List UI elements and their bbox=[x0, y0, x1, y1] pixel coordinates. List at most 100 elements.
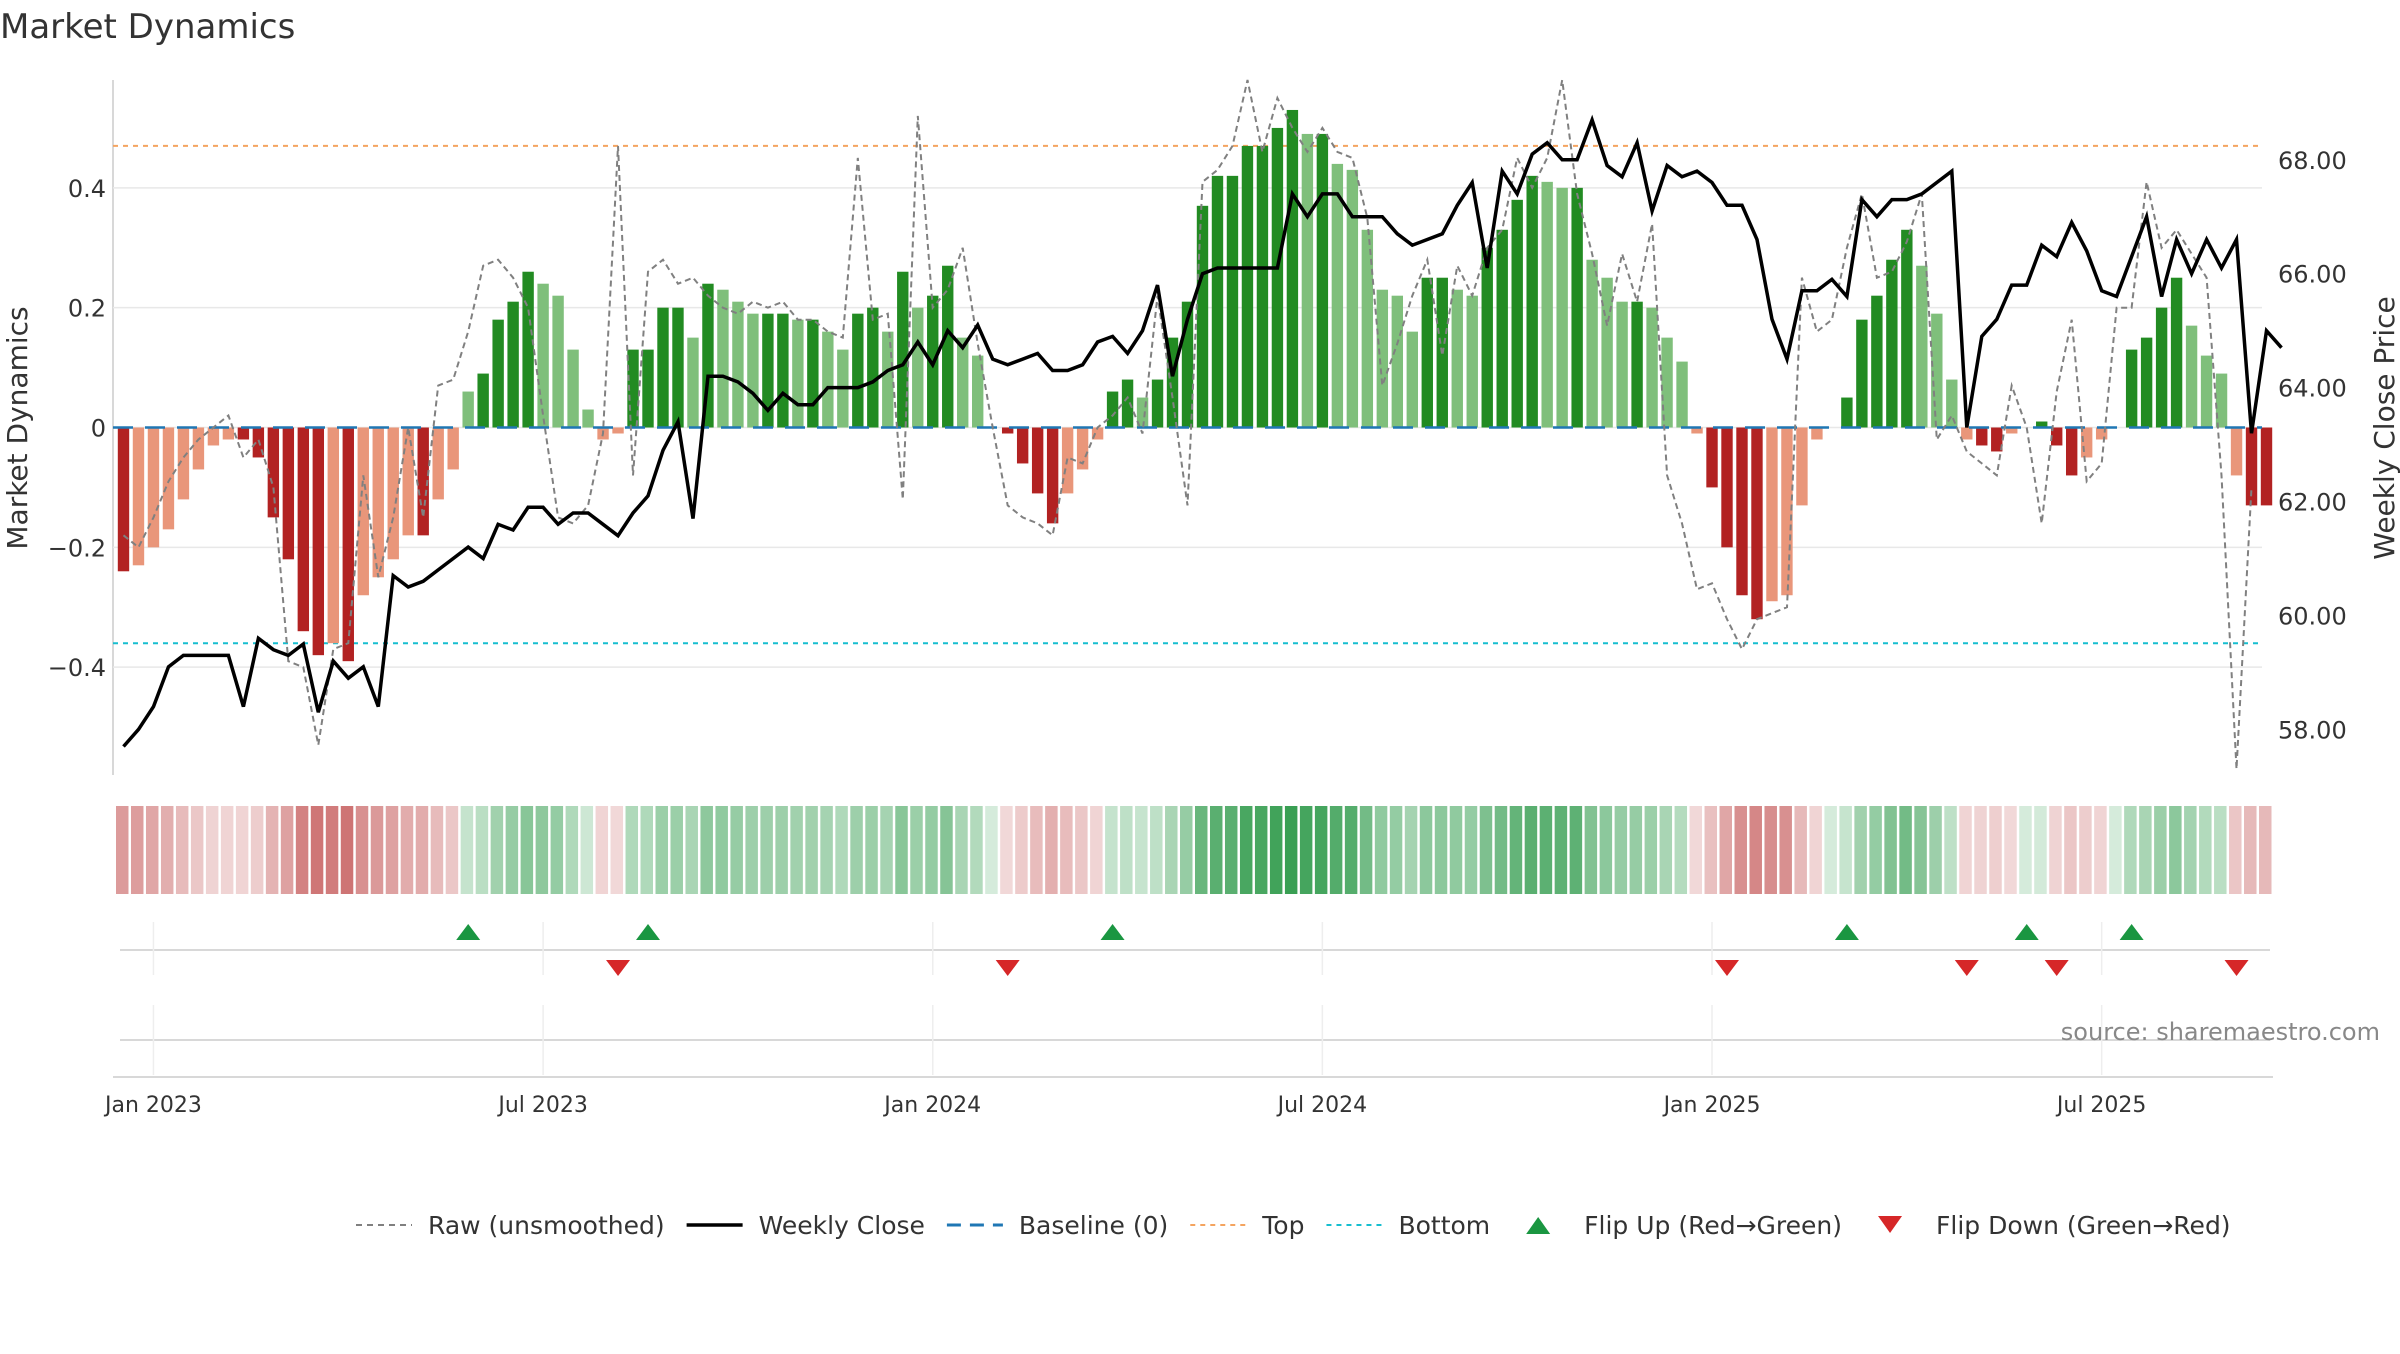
bar bbox=[522, 271, 534, 428]
left-tick-label: −0.2 bbox=[48, 534, 106, 562]
heat-cell bbox=[2124, 806, 2137, 894]
bar bbox=[2245, 427, 2258, 506]
bar bbox=[957, 337, 969, 428]
bar bbox=[372, 427, 384, 578]
heat-cell bbox=[1854, 806, 1867, 894]
bar bbox=[1301, 133, 1314, 428]
heat-cell bbox=[1135, 806, 1148, 894]
bar bbox=[897, 271, 909, 428]
heat-cell bbox=[2229, 806, 2242, 894]
bar bbox=[1376, 289, 1389, 428]
bar bbox=[1046, 427, 1059, 524]
bar bbox=[1556, 187, 1568, 428]
heat-cell bbox=[310, 806, 324, 894]
right-tick-label: 62.00 bbox=[2278, 489, 2347, 517]
heat-cell bbox=[910, 806, 923, 894]
x-tick-label: Jul 2024 bbox=[1276, 1093, 1368, 1118]
bar bbox=[2260, 427, 2273, 506]
legend-swatch bbox=[1878, 1216, 1903, 1233]
heat-cell bbox=[1734, 806, 1747, 894]
heat-cell bbox=[1374, 806, 1388, 894]
heat-cell bbox=[1464, 806, 1478, 894]
heat-cell bbox=[2064, 806, 2077, 894]
heat-cell bbox=[2259, 806, 2272, 894]
flip-down-marker bbox=[1954, 960, 1979, 976]
heat-cell bbox=[1884, 806, 1897, 894]
heat-cell bbox=[1165, 806, 1178, 894]
bar bbox=[1886, 259, 1898, 428]
heat-cell bbox=[685, 806, 698, 894]
heat-cell bbox=[595, 806, 609, 894]
bar bbox=[1016, 427, 1029, 464]
legend-label: Baseline (0) bbox=[1019, 1211, 1168, 1240]
bar bbox=[282, 427, 295, 560]
heat-cell bbox=[610, 806, 624, 894]
bar bbox=[1796, 427, 1808, 506]
bar bbox=[177, 427, 190, 500]
heat-cell bbox=[475, 806, 489, 894]
bar bbox=[1136, 397, 1149, 428]
bar bbox=[1781, 427, 1793, 596]
right-tick-labels: 58.00 60.00 62.00 64.00 66.00 68.00 bbox=[2278, 147, 2347, 745]
bar bbox=[1991, 427, 2003, 452]
flip-down-marker bbox=[995, 960, 1020, 976]
left-tick-label: 0.4 bbox=[68, 175, 106, 203]
legend-item: Flip Down (Green→Red) bbox=[1878, 1211, 2231, 1240]
bar bbox=[342, 427, 354, 662]
heat-cell bbox=[116, 806, 129, 894]
heat-cell bbox=[700, 806, 713, 894]
bar bbox=[747, 313, 759, 428]
heat-cell bbox=[1359, 806, 1373, 894]
bars-group bbox=[117, 109, 2273, 662]
bar bbox=[687, 337, 699, 428]
heat-cell bbox=[130, 806, 144, 894]
bar bbox=[162, 427, 175, 530]
bar bbox=[972, 355, 984, 428]
heat-cell bbox=[955, 806, 968, 894]
bar bbox=[1181, 301, 1194, 428]
bar bbox=[462, 391, 474, 428]
bar bbox=[1451, 289, 1463, 428]
bar bbox=[912, 307, 924, 428]
x-tick-label: Jul 2023 bbox=[496, 1093, 588, 1118]
heat-cell bbox=[1569, 806, 1583, 894]
heat-cell bbox=[1075, 806, 1088, 894]
bar bbox=[852, 313, 864, 428]
bar bbox=[1001, 427, 1014, 434]
left-tick-label: −0.4 bbox=[48, 654, 106, 682]
heat-cell bbox=[1195, 806, 1208, 894]
heat-cell bbox=[1419, 806, 1433, 894]
heat-cell bbox=[1224, 806, 1238, 894]
heat-cell bbox=[1899, 806, 1912, 894]
right-axis-label: Weekly Close Price bbox=[2368, 296, 2400, 559]
heat-cell bbox=[640, 806, 653, 894]
bar bbox=[357, 427, 369, 596]
bar bbox=[312, 427, 325, 656]
bar bbox=[1466, 295, 1478, 428]
bar bbox=[627, 349, 639, 428]
right-tick-label: 68.00 bbox=[2278, 147, 2347, 175]
heat-cell bbox=[1344, 806, 1358, 894]
heat-cell bbox=[1629, 806, 1643, 894]
bar bbox=[822, 331, 834, 428]
heat-cell bbox=[1254, 806, 1268, 894]
bar bbox=[582, 409, 594, 428]
heat-cell bbox=[160, 806, 174, 894]
heat-cell bbox=[2049, 806, 2062, 894]
x-grid bbox=[152, 922, 2103, 1075]
heat-cell bbox=[250, 806, 264, 894]
bar bbox=[297, 427, 310, 632]
bar bbox=[1706, 427, 1718, 488]
bar bbox=[1916, 265, 1928, 428]
heat-cell bbox=[2184, 806, 2197, 894]
heat-cell bbox=[370, 806, 384, 894]
heat-cell bbox=[280, 806, 294, 894]
bar bbox=[1601, 277, 1613, 428]
heat-cell bbox=[265, 806, 279, 894]
flip-up-marker bbox=[1100, 924, 1125, 940]
heat-cell bbox=[775, 806, 788, 894]
heat-cell bbox=[205, 806, 219, 894]
heat-cell bbox=[2019, 806, 2032, 894]
heat-cell bbox=[1659, 806, 1673, 894]
